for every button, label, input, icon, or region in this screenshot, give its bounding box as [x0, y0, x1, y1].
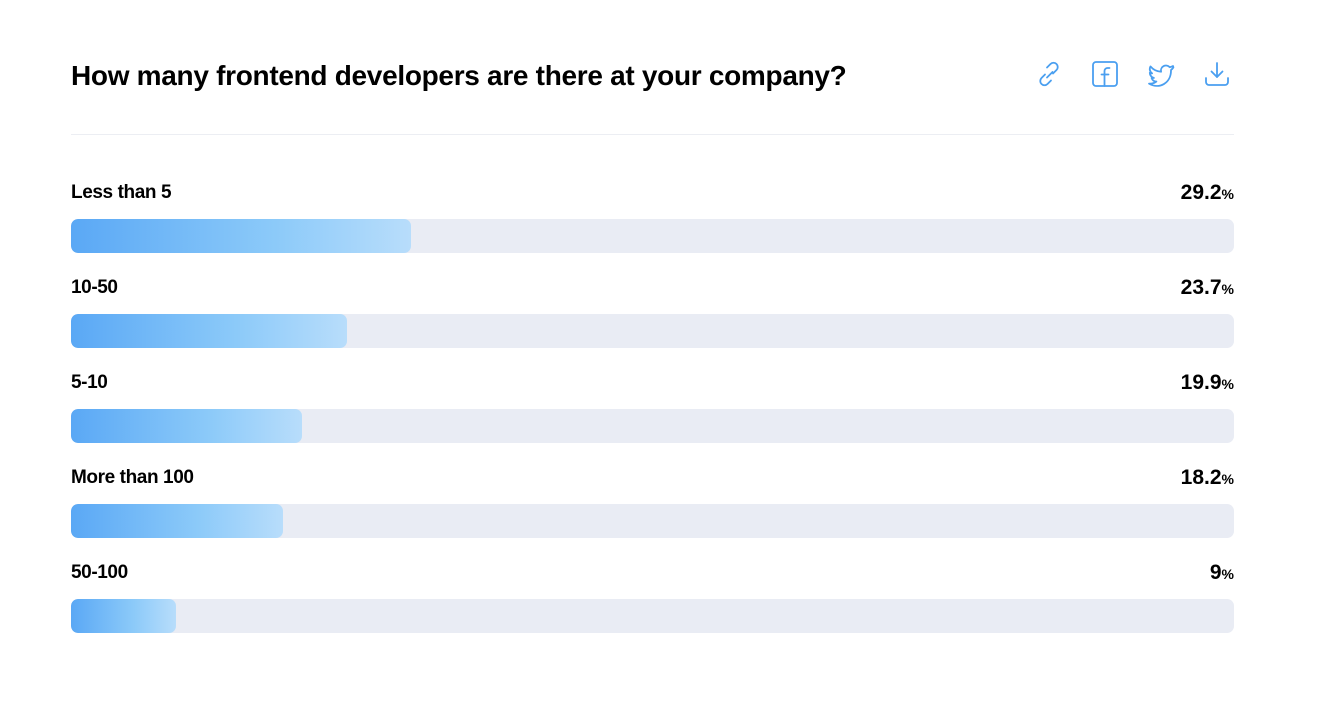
bar-fill	[71, 504, 283, 538]
bar-label: More than 100	[71, 467, 194, 488]
bar-row: 10-50 23.7%	[71, 271, 1234, 366]
bar-fill	[71, 314, 347, 348]
bar-row: 5-10 19.9%	[71, 366, 1234, 461]
bar-fill	[71, 599, 176, 633]
download-icon	[1205, 62, 1229, 86]
bar-value-label: 19.9%	[1181, 369, 1234, 398]
bar-value-number: 29.2	[1180, 181, 1222, 204]
twitter-button[interactable]	[1144, 57, 1178, 91]
facebook-icon	[1092, 61, 1118, 87]
bar-value-label: 29.2%	[1181, 179, 1234, 208]
bar-value-unit: %	[1221, 376, 1234, 392]
bar-track	[71, 409, 1234, 443]
link-button[interactable]	[1032, 57, 1066, 91]
download-button[interactable]	[1200, 57, 1234, 91]
bar-track	[71, 599, 1234, 633]
bar-value-label: 9%	[1210, 559, 1234, 588]
header-divider	[71, 134, 1234, 135]
twitter-icon	[1148, 64, 1175, 87]
bar-row: More than 100 18.2%	[71, 461, 1234, 556]
bar-row: Less than 5 29.2%	[71, 176, 1234, 271]
bar-track	[71, 219, 1234, 253]
bar-value-number: 18.2	[1180, 466, 1222, 489]
link-icon	[1039, 61, 1059, 87]
bar-label: 10-50	[71, 277, 118, 298]
bar-fill	[71, 219, 411, 253]
bar-value-number: 9	[1209, 561, 1222, 584]
chart-header: How many frontend developers are there a…	[71, 52, 1234, 102]
survey-card: How many frontend developers are there a…	[71, 0, 1234, 724]
bar-track	[71, 504, 1234, 538]
bar-value-unit: %	[1221, 186, 1234, 202]
bar-value-unit: %	[1221, 471, 1234, 487]
bar-value-unit: %	[1221, 566, 1234, 582]
bar-chart: Less than 5 29.2% 10-50 23.7% 5-10 19.9% More …	[71, 176, 1234, 651]
bar-label: Less than 5	[71, 182, 172, 203]
bar-row: 50-100 9%	[71, 556, 1234, 651]
bar-value-number: 19.9	[1180, 371, 1222, 394]
bar-value-label: 18.2%	[1181, 464, 1234, 493]
bar-fill	[71, 409, 303, 443]
bar-label: 5-10	[71, 372, 108, 393]
bar-track	[71, 314, 1234, 348]
bar-value-label: 23.7%	[1181, 274, 1234, 303]
share-actions	[1032, 56, 1234, 92]
bar-label: 50-100	[71, 562, 128, 583]
bar-value-number: 23.7	[1180, 276, 1222, 299]
facebook-button[interactable]	[1088, 57, 1122, 91]
bar-value-unit: %	[1221, 281, 1234, 297]
chart-title: How many frontend developers are there a…	[71, 60, 847, 91]
